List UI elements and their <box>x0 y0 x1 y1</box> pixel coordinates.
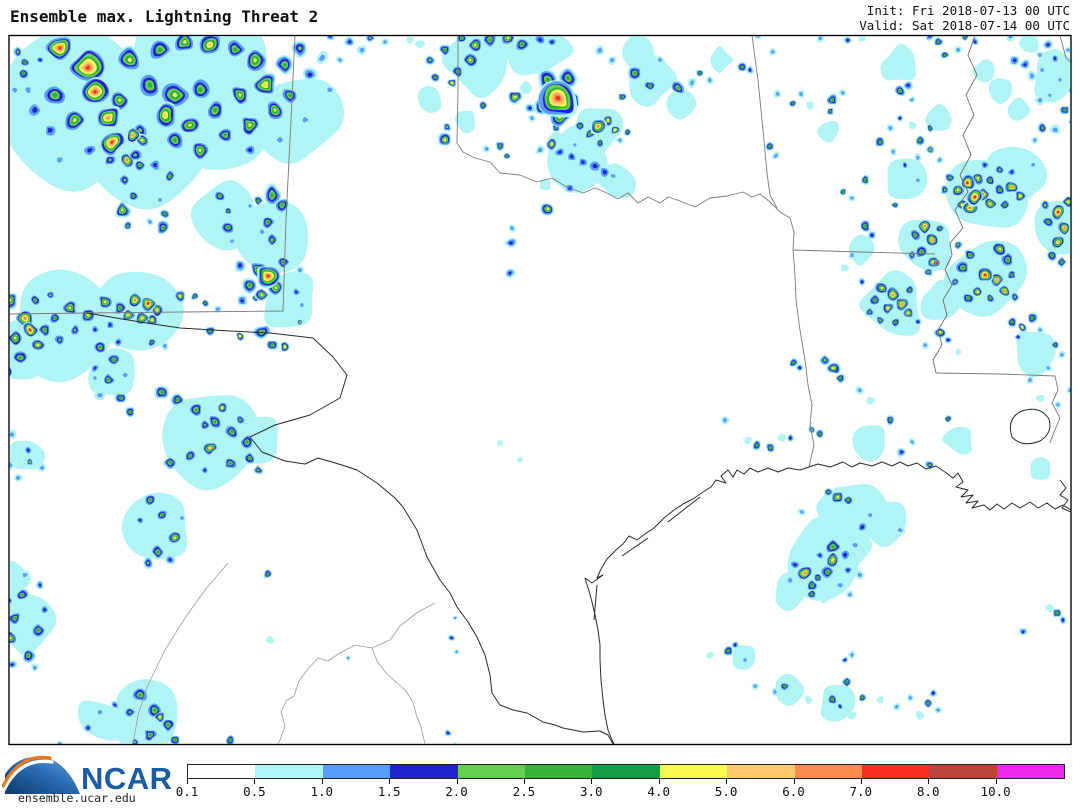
colorbar-tick <box>860 779 862 784</box>
colorbar-tick-label: 10.0 <box>980 784 1011 799</box>
colorbar-segment <box>390 765 458 778</box>
colorbar-tick-label: 6.0 <box>782 784 805 799</box>
colorbar-segment <box>996 765 1065 778</box>
colorbar-tick <box>995 779 997 784</box>
mexico-borders <box>132 562 436 745</box>
colorbar-tick <box>591 779 593 784</box>
page-title: Ensemble max. Lightning Threat 2 <box>10 7 319 26</box>
colorbar-tick <box>254 779 256 784</box>
ncar-logo-white-arc <box>2 759 54 792</box>
colorbar <box>187 764 1065 779</box>
colorbar-segment <box>794 765 862 778</box>
state-borders <box>9 35 1071 468</box>
colorbar-tick-label: 2.0 <box>445 784 468 799</box>
colorbar-ticks <box>187 779 1065 784</box>
colorbar-segment <box>861 765 930 778</box>
colorbar-segment <box>457 765 525 778</box>
map-borders <box>9 35 1071 745</box>
ncar-logo: NCAR <box>2 755 172 796</box>
colorbar-tick <box>658 779 660 784</box>
colorbar-segment <box>727 765 795 778</box>
valid-time: Valid: Sat 2018-07-14 00 UTC <box>859 18 1070 33</box>
map-frame-outline <box>8 34 1072 746</box>
storm-blobs <box>9 35 1071 745</box>
colorbar-segment <box>659 765 728 778</box>
init-time: Init: Fri 2018-07-13 00 UTC <box>866 3 1070 18</box>
colorbar-tick-label: 1.5 <box>377 784 401 799</box>
colorbar-tick-label: 8.0 <box>916 784 940 799</box>
colorbar-tick <box>187 779 188 784</box>
colorbar-labels: 0.1 0.5 1.0 1.5 2.0 2.5 3.0 4.0 5.0 6.0 7.0 8.0 10.0 <box>176 784 1080 800</box>
colorbar-tick-label: 0.1 <box>175 784 199 799</box>
colorbar-tick-label: 0.5 <box>243 784 266 799</box>
coastlines <box>86 312 1071 745</box>
colorbar-tick <box>321 779 323 784</box>
colorbar-tick-label: 2.5 <box>512 784 536 799</box>
run-times: Init: Fri 2018-07-13 00 UTC Valid: Sat 20… <box>859 3 1070 33</box>
colorbar-tick <box>726 779 728 784</box>
colorbar-segment <box>255 765 323 778</box>
colorbar-segment <box>322 765 391 778</box>
site-url: ensemble.ucar.edu <box>18 791 136 805</box>
colorbar-tick-label: 3.0 <box>580 784 603 799</box>
colorbar-tick <box>793 779 795 784</box>
colorbar-segment <box>592 765 660 778</box>
colorbar-tick <box>456 779 458 784</box>
colorbar-tick-label: 5.0 <box>714 784 738 799</box>
ncar-logo-text: NCAR <box>81 761 172 796</box>
ncar-logo-orange-arc <box>2 755 52 788</box>
colorbar-segment <box>188 765 256 778</box>
colorbar-tick <box>928 779 930 784</box>
rivers <box>932 35 978 374</box>
colorbar-tick-label: 1.0 <box>310 784 334 799</box>
colorbar-tick <box>523 779 525 784</box>
colorbar-segment <box>524 765 593 778</box>
colorbar-tick-label: 4.0 <box>647 784 670 799</box>
colorbar-segment <box>929 765 997 778</box>
colorbar-tick <box>389 779 391 784</box>
colorbar-tick-label: 7.0 <box>849 784 873 799</box>
